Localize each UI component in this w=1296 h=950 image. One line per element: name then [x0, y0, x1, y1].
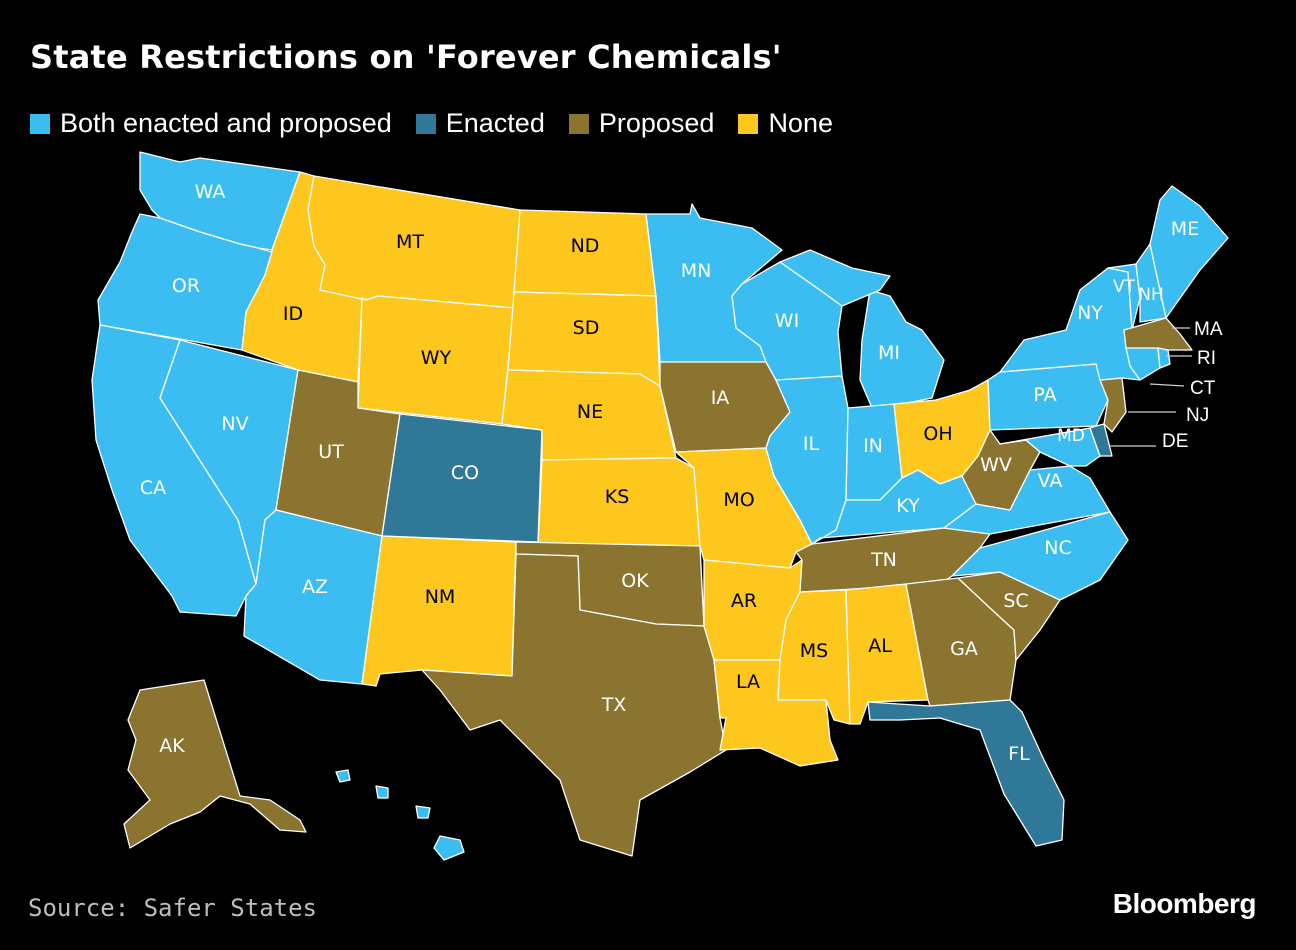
state-IL	[765, 375, 849, 545]
legend-swatch-both	[30, 113, 50, 134]
label-NH: NH	[1138, 285, 1164, 305]
label-TN: TN	[870, 549, 897, 571]
label-IL: IL	[803, 433, 820, 455]
state-VT	[1107, 263, 1141, 331]
state-CT	[1125, 347, 1161, 381]
state-HI-kauai	[335, 769, 351, 783]
state-HI-maui	[415, 805, 431, 819]
label-MI: MI	[878, 342, 900, 364]
state-NM	[361, 535, 517, 687]
label-NC: NC	[1044, 537, 1071, 559]
label-MA: MA	[1194, 319, 1223, 340]
state-NH	[1135, 243, 1167, 323]
label-KY: KY	[896, 495, 920, 517]
label-SC: SC	[1003, 590, 1028, 612]
label-UT: UT	[318, 441, 344, 463]
label-AR: AR	[731, 590, 757, 612]
label-CT: CT	[1190, 378, 1216, 399]
state-NC	[951, 511, 1129, 601]
label-MN: MN	[681, 260, 712, 282]
label-OH: OH	[923, 423, 952, 445]
label-NE: NE	[577, 401, 603, 423]
label-OR: OR	[172, 275, 200, 297]
label-WV: WV	[980, 454, 1012, 476]
label-MD: MD	[1057, 426, 1085, 446]
label-NY: NY	[1077, 302, 1103, 324]
legend-item-enacted: Enacted	[415, 108, 545, 139]
legend-item-proposed: Proposed	[568, 108, 715, 139]
label-OK: OK	[621, 570, 649, 592]
state-TX	[421, 553, 727, 857]
source-note: Source: Safer States	[28, 894, 317, 922]
legend-item-both: Both enacted and proposed	[30, 108, 392, 139]
legend-label-both: Both enacted and proposed	[60, 108, 392, 138]
label-VA: VA	[1038, 470, 1063, 492]
legend-item-none: None	[738, 108, 833, 139]
label-TX: TX	[601, 694, 627, 716]
label-DE: DE	[1162, 431, 1188, 452]
label-GA: GA	[950, 638, 978, 660]
label-CA: CA	[140, 477, 166, 499]
label-PA: PA	[1033, 384, 1056, 406]
legend-label-none: None	[768, 108, 833, 138]
legend-label-proposed: Proposed	[598, 108, 715, 138]
label-NM: NM	[425, 586, 456, 608]
label-IN: IN	[863, 435, 883, 457]
label-WY: WY	[421, 347, 452, 369]
label-LA: LA	[736, 671, 760, 693]
label-ID: ID	[283, 303, 303, 325]
chart-title: State Restrictions on 'Forever Chemicals…	[30, 38, 782, 76]
state-HI	[433, 835, 465, 861]
label-IA: IA	[711, 387, 730, 409]
leader-lines	[1110, 327, 1192, 447]
state-RI	[1157, 347, 1171, 369]
state-ME	[1149, 185, 1229, 319]
label-KS: KS	[605, 486, 630, 508]
label-WI: WI	[775, 310, 799, 332]
label-MT: MT	[396, 231, 424, 253]
state-DE	[1089, 423, 1113, 457]
legend-swatch-proposed	[568, 113, 589, 134]
label-NJ: NJ	[1186, 405, 1209, 426]
label-RI: RI	[1197, 348, 1216, 369]
label-FL: FL	[1008, 743, 1030, 765]
label-NV: NV	[221, 413, 248, 435]
label-VT: VT	[1113, 277, 1136, 297]
legend: Both enacted and proposed Enacted Propos…	[30, 108, 857, 139]
label-AZ: AZ	[302, 576, 328, 598]
label-AL: AL	[868, 635, 892, 657]
label-WA: WA	[195, 181, 226, 203]
state-HI-oahu	[375, 785, 389, 799]
label-SD: SD	[573, 317, 600, 339]
label-CO: CO	[451, 462, 479, 484]
state-FL	[867, 699, 1065, 847]
legend-label-enacted: Enacted	[445, 108, 545, 138]
label-MO: MO	[723, 489, 754, 511]
state-AK	[123, 679, 307, 849]
legend-swatch-none	[738, 113, 759, 134]
bloomberg-logo: Bloomberg	[1112, 888, 1257, 919]
label-AK: AK	[159, 735, 185, 757]
state-MI	[859, 289, 945, 409]
label-ME: ME	[1171, 218, 1199, 240]
label-ND: ND	[571, 235, 600, 257]
legend-swatch-enacted	[415, 113, 436, 134]
state-MI-UP	[779, 249, 891, 307]
label-MS: MS	[800, 640, 828, 662]
